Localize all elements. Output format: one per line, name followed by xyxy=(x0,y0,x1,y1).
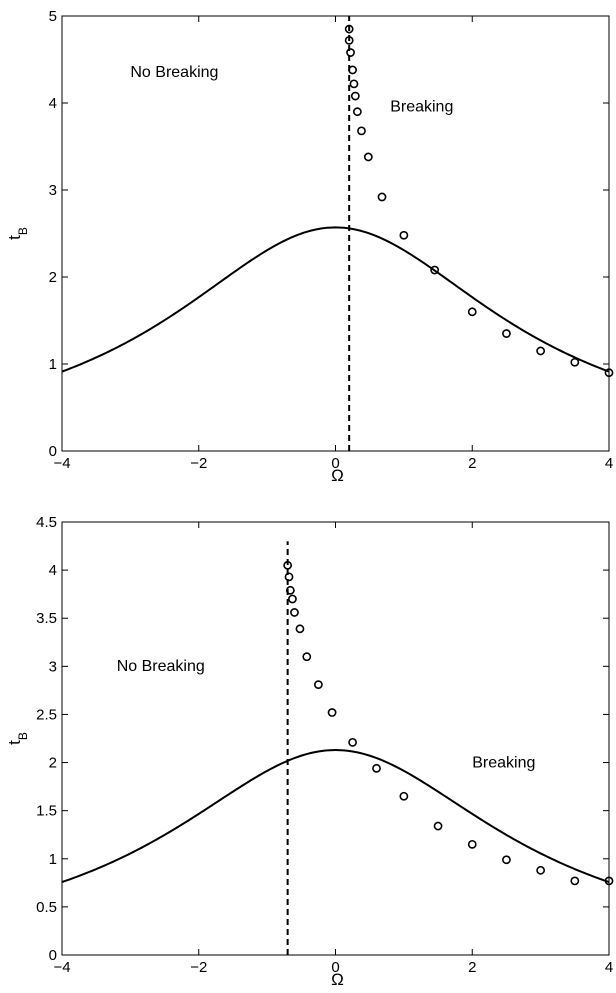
data-point xyxy=(346,48,355,57)
data-point xyxy=(352,107,362,117)
data-point xyxy=(570,876,580,886)
data-point xyxy=(350,91,360,101)
data-point xyxy=(283,560,293,570)
x-tick-label: 0 xyxy=(331,959,339,976)
y-tick-label: 1 xyxy=(49,356,57,373)
solid-curve xyxy=(61,749,610,883)
chart-panel-2: −4 −2 0 2 4 0 0.5 1 1.5 2 2.5 3 3.5 4 4.5 ΩtB No Breakin… xyxy=(5,514,614,989)
y-tick-label: 4 xyxy=(49,562,57,579)
x-tick-label: 2 xyxy=(468,959,476,976)
y-tick-label: 3.5 xyxy=(36,610,57,627)
y-tick-label: 3 xyxy=(49,182,57,199)
data-point xyxy=(295,624,305,634)
data-point xyxy=(372,763,381,773)
data-point xyxy=(377,192,387,202)
data-point xyxy=(502,329,511,338)
x-tick-label: −2 xyxy=(190,959,207,976)
data-point xyxy=(604,876,614,886)
data-point xyxy=(399,230,409,240)
y-tick-label: 1.5 xyxy=(36,803,57,820)
y-tick-label: 5 xyxy=(49,8,57,25)
data-point xyxy=(348,737,357,747)
data-point xyxy=(302,652,312,662)
data-point xyxy=(467,307,477,317)
x-tick-label: −4 xyxy=(53,959,70,976)
data-point xyxy=(327,708,337,717)
chart-panel-1: −4 −2 0 2 4 0 1 2 3 4 5 ΩtB No Breaking Breaking xyxy=(5,8,614,485)
x-tick-label: −4 xyxy=(53,455,70,472)
y-tick-label: 3 xyxy=(49,658,57,675)
data-point xyxy=(536,865,546,875)
data-point xyxy=(285,585,295,595)
x-tick-label: 0 xyxy=(331,455,339,472)
y-tick-label: 2 xyxy=(49,269,57,286)
region-annotation: Breaking xyxy=(390,99,453,116)
region-annotation: No Breaking xyxy=(117,658,205,675)
data-point xyxy=(570,357,580,367)
y-tick-label: 0.5 xyxy=(36,899,57,916)
solid-curve xyxy=(61,226,610,373)
data-point xyxy=(314,680,323,690)
data-point xyxy=(344,24,354,34)
x-axis-label: Ω xyxy=(331,970,344,988)
data-point xyxy=(399,791,409,801)
x-tick-label: 2 xyxy=(468,455,476,472)
data-point xyxy=(288,594,297,604)
y-axis-label: tB xyxy=(5,227,30,240)
y-tick-label: 2.5 xyxy=(36,706,57,723)
region-annotation: No Breaking xyxy=(130,64,218,81)
data-point xyxy=(433,821,443,831)
y-tick-label: 2 xyxy=(49,755,57,772)
y-tick-label: 0 xyxy=(49,947,57,964)
x-axis-label: Ω xyxy=(331,466,344,485)
plot-frame xyxy=(61,521,610,956)
data-point xyxy=(349,79,359,89)
data-point xyxy=(467,839,477,849)
x-tick-label: 4 xyxy=(605,959,613,976)
data-point xyxy=(344,35,354,45)
y-tick-label: 1 xyxy=(49,851,57,868)
y-tick-label: 0 xyxy=(49,443,57,460)
plot-frame xyxy=(61,15,610,452)
data-point xyxy=(348,65,357,75)
x-tick-label: −2 xyxy=(190,455,207,472)
region-annotation: Breaking xyxy=(472,754,535,771)
data-point xyxy=(430,265,440,275)
y-tick-label: 4.5 xyxy=(36,514,57,531)
data-point xyxy=(604,368,614,378)
data-point xyxy=(284,572,294,582)
data-point xyxy=(536,346,546,356)
data-point xyxy=(502,855,511,865)
y-tick-label: 4 xyxy=(49,95,57,112)
y-axis-label: tB xyxy=(5,732,30,745)
x-tick-label: 4 xyxy=(605,455,613,472)
data-point xyxy=(290,608,299,617)
data-point xyxy=(357,126,366,136)
data-point xyxy=(363,152,373,162)
